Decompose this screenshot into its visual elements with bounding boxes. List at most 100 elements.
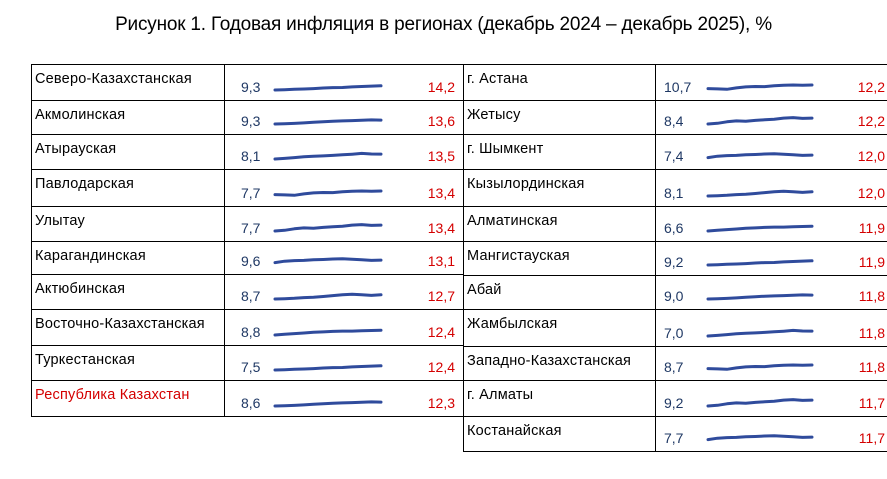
region-table-left: Северо-Казахстанская 9,3 14,2 Акмолинская 9,… xyxy=(31,64,464,417)
trend-cell: 8,4 12,2 xyxy=(655,100,887,135)
end-value: 12,2 xyxy=(857,113,885,129)
trend-cell: 9,6 13,1 xyxy=(224,241,464,275)
trend-cell: 9,2 11,9 xyxy=(655,241,887,276)
region-name: Кызылординская xyxy=(463,169,656,207)
trend-sparkline xyxy=(273,292,383,301)
region-name: Алматинская xyxy=(463,206,656,242)
end-value: 12,2 xyxy=(857,79,885,95)
region-table-right: г. Астана 10,7 12,2 Жетысу 8,4 12,2 г. Шымкент… xyxy=(463,64,887,452)
region-name: Жамбылская xyxy=(463,309,656,347)
trend-cell: 8,7 11,8 xyxy=(655,346,887,381)
trend-cell: 8,1 12,0 xyxy=(655,169,887,207)
trend-sparkline xyxy=(706,259,814,267)
end-value: 13,5 xyxy=(427,148,455,164)
sparkline-path xyxy=(273,151,383,161)
sparkline-path xyxy=(706,224,814,233)
start-value: 6,6 xyxy=(664,220,684,236)
trend-sparkline xyxy=(273,400,383,408)
trend-sparkline xyxy=(706,116,814,126)
chart-title: Рисунок 1. Годовая инфляция в регионах (… xyxy=(115,14,772,35)
table-row: Атырауская 8,1 13,5 xyxy=(31,134,464,170)
end-value: 11,9 xyxy=(858,254,885,270)
sparkline-path xyxy=(706,116,814,126)
trend-cell: 8,7 12,7 xyxy=(224,274,464,310)
region-name: Жетысу xyxy=(463,100,656,135)
end-value: 13,1 xyxy=(427,253,455,269)
trend-sparkline xyxy=(706,189,814,198)
start-value: 8,1 xyxy=(241,148,261,164)
sparkline-path xyxy=(706,328,814,338)
trend-sparkline xyxy=(706,398,814,408)
start-value: 10,7 xyxy=(664,79,692,95)
trend-sparkline xyxy=(706,363,814,371)
end-value: 12,7 xyxy=(427,288,455,304)
sparkline-path xyxy=(706,434,814,442)
trend-sparkline xyxy=(273,189,383,197)
start-value: 7,7 xyxy=(241,185,261,201)
sparkline-path xyxy=(273,223,383,233)
trend-sparkline xyxy=(273,223,383,233)
table-row: Жетысу 8,4 12,2 xyxy=(463,100,887,135)
sparkline-path xyxy=(273,189,383,197)
trend-cell: 7,7 13,4 xyxy=(224,206,464,242)
trend-cell: 7,5 12,4 xyxy=(224,345,464,381)
sparkline-path xyxy=(273,257,383,265)
trend-cell: 9,3 13,6 xyxy=(224,100,464,135)
region-name: Восточно-Казахстанская xyxy=(31,309,225,346)
region-name: г. Алматы xyxy=(463,380,656,417)
table-row: Кызылординская 8,1 12,0 xyxy=(463,169,887,207)
trend-sparkline xyxy=(273,151,383,161)
start-value: 8,8 xyxy=(241,324,261,340)
sparkline-path xyxy=(273,292,383,301)
region-name: Абай xyxy=(463,275,656,310)
table-row: Костанайская 7,7 11,7 xyxy=(463,416,887,452)
start-value: 9,0 xyxy=(664,288,684,304)
table-row: Актюбинская 8,7 12,7 xyxy=(31,274,464,310)
table-row: Мангистауская 9,2 11,9 xyxy=(463,241,887,276)
trend-cell: 7,7 13,4 xyxy=(224,169,464,207)
trend-cell: 9,0 11,8 xyxy=(655,275,887,310)
sparkline-path xyxy=(706,363,814,371)
region-name: Мангистауская xyxy=(463,241,656,276)
end-value: 12,0 xyxy=(857,185,885,201)
region-name: г. Шымкент xyxy=(463,134,656,170)
table-row: г. Алматы 9,2 11,7 xyxy=(463,380,887,417)
end-value: 11,8 xyxy=(858,288,885,304)
start-value: 9,3 xyxy=(241,79,261,95)
end-value: 11,9 xyxy=(858,220,885,236)
sparkline-path xyxy=(706,259,814,267)
trend-cell: 10,7 12,2 xyxy=(655,64,887,101)
table-row: Восточно-Казахстанская 8,8 12,4 xyxy=(31,309,464,346)
table-row: Абай 9,0 11,8 xyxy=(463,275,887,310)
start-value: 9,2 xyxy=(664,395,684,411)
end-value: 14,2 xyxy=(427,79,455,95)
trend-cell: 7,4 12,0 xyxy=(655,134,887,170)
trend-cell: 8,8 12,4 xyxy=(224,309,464,346)
region-name: Атырауская xyxy=(31,134,225,170)
sparkline-path xyxy=(706,189,814,198)
start-value: 9,6 xyxy=(241,253,261,269)
trend-sparkline xyxy=(273,118,383,126)
start-value: 7,7 xyxy=(241,220,261,236)
end-value: 12,4 xyxy=(427,324,455,340)
trend-cell: 6,6 11,9 xyxy=(655,206,887,242)
region-name: Туркестанская xyxy=(31,345,225,381)
table-row: г. Астана 10,7 12,2 xyxy=(463,64,887,101)
region-name: Северо-Казахстанская xyxy=(31,64,225,101)
table-row: Туркестанская 7,5 12,4 xyxy=(31,345,464,381)
start-value: 9,2 xyxy=(664,254,684,270)
table-row: Улытау 7,7 13,4 xyxy=(31,206,464,242)
table-row: Алматинская 6,6 11,9 xyxy=(463,206,887,242)
trend-cell: 9,2 11,7 xyxy=(655,380,887,417)
region-name: Карагандинская xyxy=(31,241,225,275)
region-name: Республика Казахстан xyxy=(31,380,225,417)
start-value: 8,4 xyxy=(664,113,684,129)
start-value: 7,5 xyxy=(241,359,261,375)
sparkline-path xyxy=(706,152,814,160)
table-row: Павлодарская 7,7 13,4 xyxy=(31,169,464,207)
trend-sparkline xyxy=(706,152,814,160)
start-value: 8,6 xyxy=(241,395,261,411)
sparkline-path xyxy=(273,118,383,126)
trend-cell: 8,6 12,3 xyxy=(224,380,464,417)
region-name: Акмолинская xyxy=(31,100,225,135)
